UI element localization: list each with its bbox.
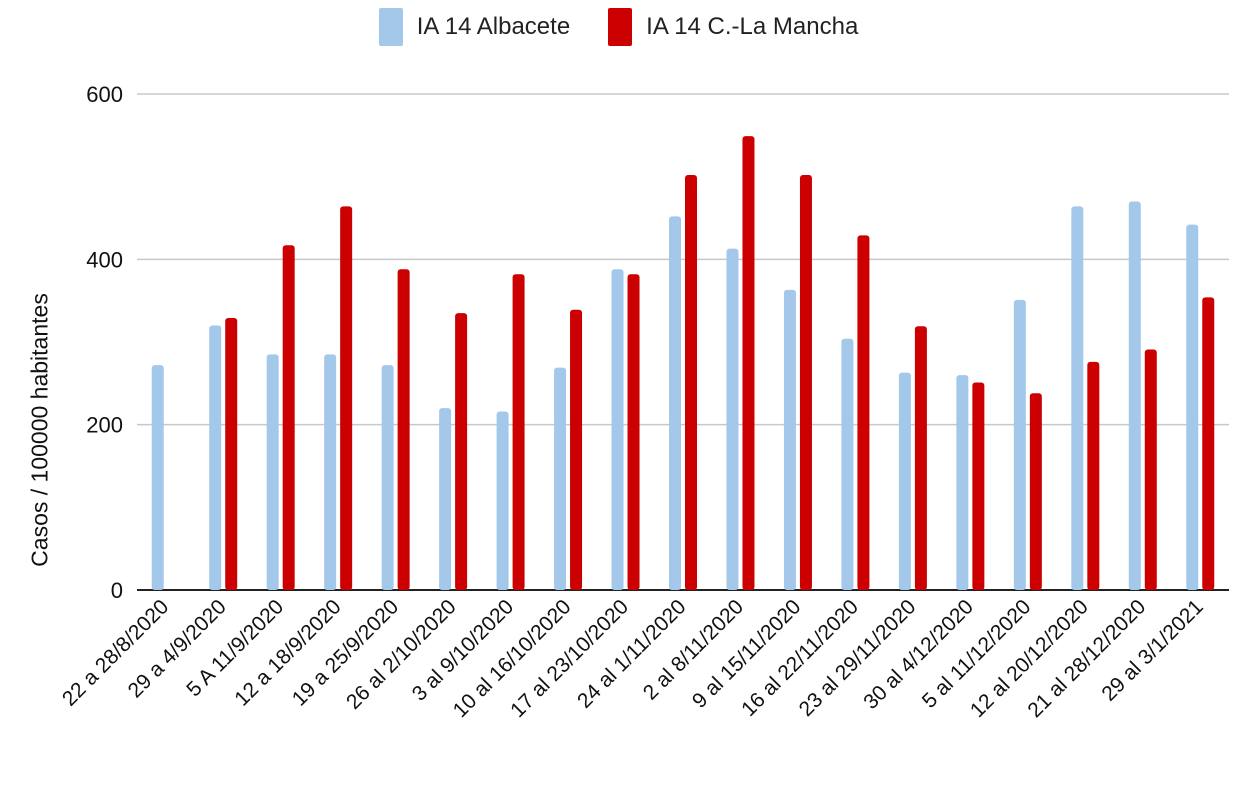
bar-albacete	[783, 289, 796, 590]
y-tick-label: 200	[86, 413, 123, 438]
x-tick-label: 3 al 9/10/2020	[408, 595, 518, 705]
bar-castilla-la-mancha	[340, 206, 353, 590]
bar-albacete	[898, 372, 911, 590]
legend-label-castilla-la-mancha: IA 14 C.-La Mancha	[646, 13, 859, 40]
bar-albacete	[1071, 206, 1084, 590]
bar-castilla-la-mancha	[1029, 393, 1042, 590]
bar-castilla-la-mancha	[799, 175, 812, 590]
legend-swatch-castilla-la-mancha	[608, 8, 633, 46]
bar-albacete	[1013, 299, 1026, 590]
bar-albacete	[439, 408, 452, 590]
y-tick-label: 0	[111, 578, 123, 603]
bar-albacete	[841, 338, 854, 590]
x-tick-label: 29 al 3/1/2021	[1097, 595, 1207, 705]
bar-albacete	[496, 411, 509, 590]
bar-albacete	[151, 365, 164, 590]
bar-castilla-la-mancha	[627, 274, 640, 590]
bar-castilla-la-mancha	[282, 245, 295, 590]
bar-albacete	[324, 354, 337, 590]
bar-albacete	[209, 325, 222, 590]
bar-albacete	[554, 367, 567, 590]
x-tick-label: 2 al 8/11/2020	[639, 595, 748, 704]
legend-item-albacete: IA 14 Albacete	[378, 8, 571, 46]
bar-castilla-la-mancha	[1144, 349, 1157, 590]
bar-castilla-la-mancha	[685, 175, 697, 590]
legend-swatch-albacete	[378, 8, 403, 46]
bar-albacete	[266, 354, 279, 590]
legend-label-albacete: IA 14 Albacete	[416, 13, 571, 40]
bar-castilla-la-mancha	[742, 136, 755, 590]
bar-albacete	[956, 375, 969, 590]
bar-castilla-la-mancha	[1087, 361, 1100, 590]
bar-albacete	[381, 365, 394, 590]
bar-castilla-la-mancha	[455, 313, 468, 590]
bar-castilla-la-mancha	[1202, 297, 1215, 590]
legend-item-castilla-la-mancha: IA 14 C.-La Mancha	[608, 8, 858, 46]
bar-castilla-la-mancha	[397, 269, 410, 590]
y-tick-label: 600	[86, 82, 123, 107]
bar-castilla-la-mancha	[857, 235, 870, 591]
bar-castilla-la-mancha	[570, 309, 583, 590]
bar-albacete	[669, 216, 681, 590]
bar-albacete	[611, 269, 624, 590]
bar-castilla-la-mancha	[914, 326, 927, 590]
bar-albacete	[726, 248, 739, 590]
bar-castilla-la-mancha	[972, 382, 985, 590]
bar-albacete	[1128, 201, 1141, 590]
y-tick-label: 400	[86, 247, 123, 272]
legend: IA 14 Albacete IA 14 C.-La Mancha	[0, 8, 1237, 46]
bar-castilla-la-mancha	[512, 274, 525, 590]
bar-albacete	[1186, 224, 1199, 590]
bar-castilla-la-mancha	[225, 318, 238, 590]
